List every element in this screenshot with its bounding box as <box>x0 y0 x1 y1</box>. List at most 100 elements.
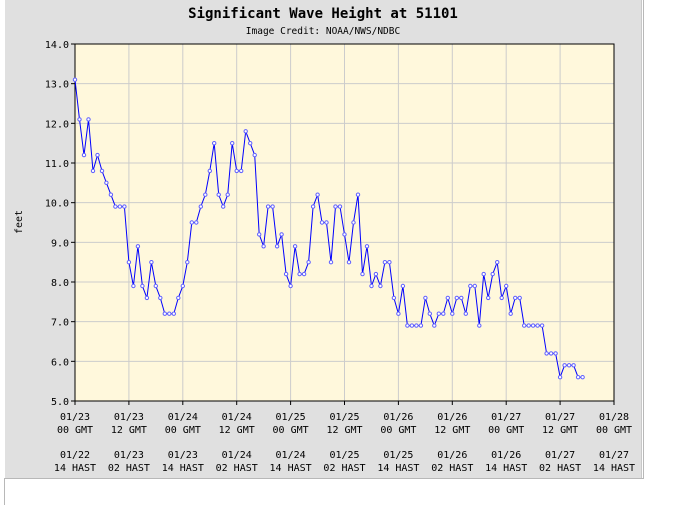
data-point <box>171 311 177 316</box>
x-tick-label: 02 HAST <box>323 463 365 474</box>
data-point <box>158 295 163 301</box>
data-point <box>167 311 172 316</box>
data-point <box>423 295 428 301</box>
data-point <box>486 295 491 301</box>
x-tick-label: 01/24 <box>276 450 306 461</box>
data-point <box>301 271 307 277</box>
data-point <box>126 260 132 265</box>
data-point <box>162 311 168 316</box>
y-tick-label: 6.0 <box>51 357 69 368</box>
x-tick-label: 00 GMT <box>380 425 416 436</box>
data-point <box>436 311 441 316</box>
data-point <box>454 295 459 301</box>
data-point <box>270 204 275 209</box>
x-tick-label: 01/28 <box>599 412 629 423</box>
chart-title: Significant Wave Height at 51101 <box>188 6 458 22</box>
data-point <box>117 204 123 209</box>
data-point <box>575 375 581 380</box>
data-point <box>522 323 527 328</box>
y-axis-label: feet <box>14 210 25 234</box>
x-tick-label: 14 HAST <box>593 463 635 474</box>
data-point <box>418 323 424 328</box>
data-point <box>252 152 257 158</box>
data-point <box>459 295 464 301</box>
data-point <box>557 375 563 380</box>
data-point <box>504 283 509 289</box>
x-tick-label: 01/26 <box>383 412 413 423</box>
data-point <box>355 192 361 197</box>
x-tick-label: 01/24 <box>168 412 198 423</box>
page-left-edge <box>4 478 5 505</box>
series-wave-height <box>72 77 585 380</box>
data-point <box>562 363 567 368</box>
data-point <box>297 271 302 277</box>
data-point <box>553 351 558 356</box>
x-tick-label: 12 GMT <box>434 425 470 436</box>
x-tick-label: 01/26 <box>437 450 467 461</box>
data-point <box>221 204 226 209</box>
data-point <box>225 192 230 197</box>
data-point <box>99 168 105 174</box>
data-point <box>274 244 280 249</box>
x-tick-label: 14 HAST <box>270 463 312 474</box>
data-point <box>490 271 495 277</box>
x-tick-label: 01/27 <box>491 412 521 423</box>
data-point <box>499 295 504 301</box>
data-point <box>414 323 419 328</box>
data-point <box>346 260 352 265</box>
data-point <box>427 311 432 316</box>
x-tick-label: 00 GMT <box>596 425 632 436</box>
data-point <box>153 283 159 289</box>
data-point <box>580 375 585 380</box>
data-point <box>378 283 383 289</box>
data-point <box>185 260 190 265</box>
data-point <box>468 283 473 289</box>
data-point <box>108 192 114 197</box>
x-tick-label: 01/23 <box>114 412 144 423</box>
x-tick-label: 12 GMT <box>326 425 362 436</box>
data-point <box>530 323 536 328</box>
data-point <box>239 168 244 174</box>
data-point <box>95 152 100 158</box>
x-tick-label: 02 HAST <box>108 463 150 474</box>
y-tick-labels: 5.0 6.0 7.0 8.0 9.0 10.0 11.0 12.0 13.0 14.0 <box>45 40 69 408</box>
data-point <box>81 152 87 158</box>
x-tick-label: 01/27 <box>545 412 575 423</box>
data-point <box>535 323 540 328</box>
y-tick-label: 12.0 <box>45 119 69 130</box>
data-point <box>257 232 262 237</box>
data-point <box>463 311 468 316</box>
data-point <box>409 323 415 328</box>
data-point <box>472 283 477 289</box>
data-point <box>508 311 513 316</box>
x-tick-label: 00 GMT <box>165 425 201 436</box>
data-point <box>548 351 554 356</box>
y-tick-label: 5.0 <box>51 397 69 408</box>
y-tick-label: 10.0 <box>45 199 69 210</box>
y-tick-label: 7.0 <box>51 318 69 329</box>
data-point <box>364 244 370 249</box>
y-tick-label: 13.0 <box>45 80 69 91</box>
x-tick-label: 14 HAST <box>485 463 527 474</box>
data-point <box>382 260 388 265</box>
x-tick-label: 01/26 <box>491 450 521 461</box>
data-point <box>207 168 213 174</box>
x-tick-label: 02 HAST <box>539 463 581 474</box>
data-point <box>90 168 96 174</box>
data-point <box>360 271 365 277</box>
x-tick-label: 00 GMT <box>57 425 93 436</box>
x-tick-label: 01/22 <box>60 450 90 461</box>
data-point <box>131 283 136 289</box>
data-point <box>477 323 482 328</box>
data-point <box>230 141 235 146</box>
x-tick-labels: 01/23 00 GMT 01/22 14 HAST 01/23 12 GMT 01/23 0… <box>54 412 635 474</box>
data-point <box>265 204 271 209</box>
data-point <box>144 295 150 301</box>
data-point <box>122 204 127 209</box>
data-point <box>432 323 437 328</box>
grid-lines <box>71 43 615 405</box>
data-point <box>566 363 572 368</box>
data-point <box>306 260 311 265</box>
data-point <box>445 295 450 301</box>
